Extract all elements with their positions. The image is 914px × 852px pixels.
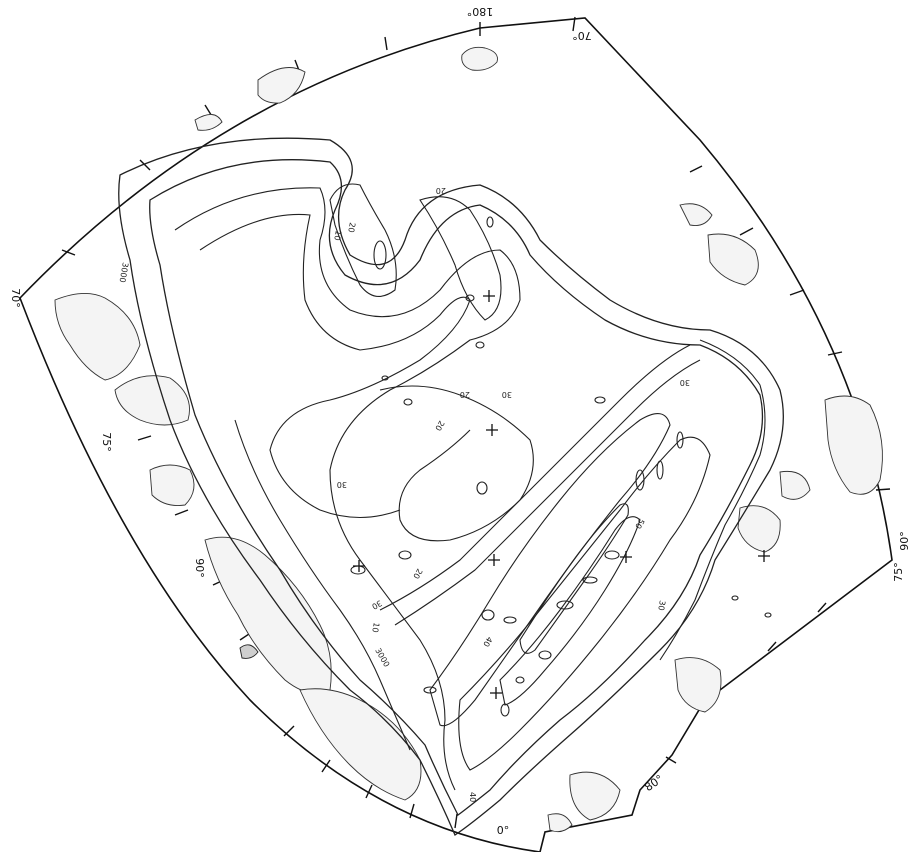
seamounts: [350, 216, 772, 717]
contour-west-margin: [234, 419, 411, 751]
label-left-90: 90°: [193, 558, 206, 578]
land-top-center: [461, 46, 498, 71]
contour-label-50: 50: [633, 517, 646, 530]
land-masses: [54, 46, 883, 833]
contour-chukchi: [419, 196, 502, 321]
contour-label-20-a: 20: [436, 186, 446, 195]
label-right-90: 90°: [898, 531, 911, 551]
graticule-crosses: [353, 290, 770, 699]
contour-lomonosov-2: [394, 359, 701, 626]
land-south-islands: [569, 771, 621, 821]
label-bottom-0: 0°: [497, 824, 510, 837]
contour-label-40-a: 40: [481, 635, 494, 648]
land-west-mid: [149, 464, 195, 506]
contour-gakkel-ridge: [499, 516, 641, 706]
contour-label-20-c: 20: [433, 419, 446, 432]
contour-depth-labels: 3000 3000 20 30 20 30 20 30 40 50 30 40 …: [117, 186, 690, 802]
label-left-70: 70°: [9, 288, 22, 308]
land-southwest-coast: [299, 688, 422, 801]
land-svalbard: [737, 505, 781, 553]
land-dark-patch: [239, 644, 259, 659]
contour-label-30-d: 30: [656, 600, 667, 612]
land-east-islands: [779, 470, 811, 500]
contour-label-10-b: 10: [370, 622, 381, 634]
land-west-large: [54, 293, 141, 381]
land-south-center: [547, 813, 573, 833]
land-east-upper: [679, 203, 713, 226]
label-bottom-80: 80°: [642, 772, 665, 794]
land-east-coast: [824, 395, 883, 495]
land-franz-josef: [674, 657, 722, 713]
land-east-mid: [707, 233, 759, 286]
contour-label-20-b: 20: [460, 390, 470, 399]
contour-label-3000: 3000: [117, 262, 129, 284]
bathymetric-contours: [118, 137, 784, 836]
label-top-right-70: 70°: [572, 29, 592, 42]
contour-east-margin: [659, 339, 766, 661]
contour-makarov: [174, 187, 521, 791]
land-west-islands: [114, 375, 190, 426]
label-top-180: 180°: [467, 5, 494, 18]
land-top-left: [257, 67, 306, 104]
contour-inner-basin: [149, 159, 764, 816]
contour-ridge-inner: [519, 503, 629, 654]
contour-label-30-c: 30: [680, 378, 690, 387]
contour-label-30-e: 30: [370, 598, 383, 611]
contour-label-30-b: 30: [502, 390, 512, 399]
contour-amundsen: [429, 413, 671, 727]
contour-label-20-e: 20: [411, 567, 424, 580]
contour-alpha-ridge: [379, 385, 534, 542]
contour-label-20-d: 20: [346, 222, 357, 234]
contour-lomonosov: [379, 344, 691, 611]
contour-label-10-a: 10: [332, 230, 343, 242]
contour-label-3000-lower: 3000: [373, 647, 391, 669]
contour-outer-basin: [118, 137, 784, 836]
contour-nansen-basin: [458, 436, 711, 771]
map-frame: [19, 17, 893, 852]
frame-ticks: [61, 16, 891, 829]
contour-label-40-b: 40: [468, 792, 477, 802]
contour-label-30-a: 30: [337, 480, 347, 489]
label-left-75: 75°: [100, 432, 113, 452]
land-upper-left: [194, 114, 223, 131]
contour-mendeleev: [329, 183, 397, 297]
label-right-75: 75°: [892, 562, 905, 582]
